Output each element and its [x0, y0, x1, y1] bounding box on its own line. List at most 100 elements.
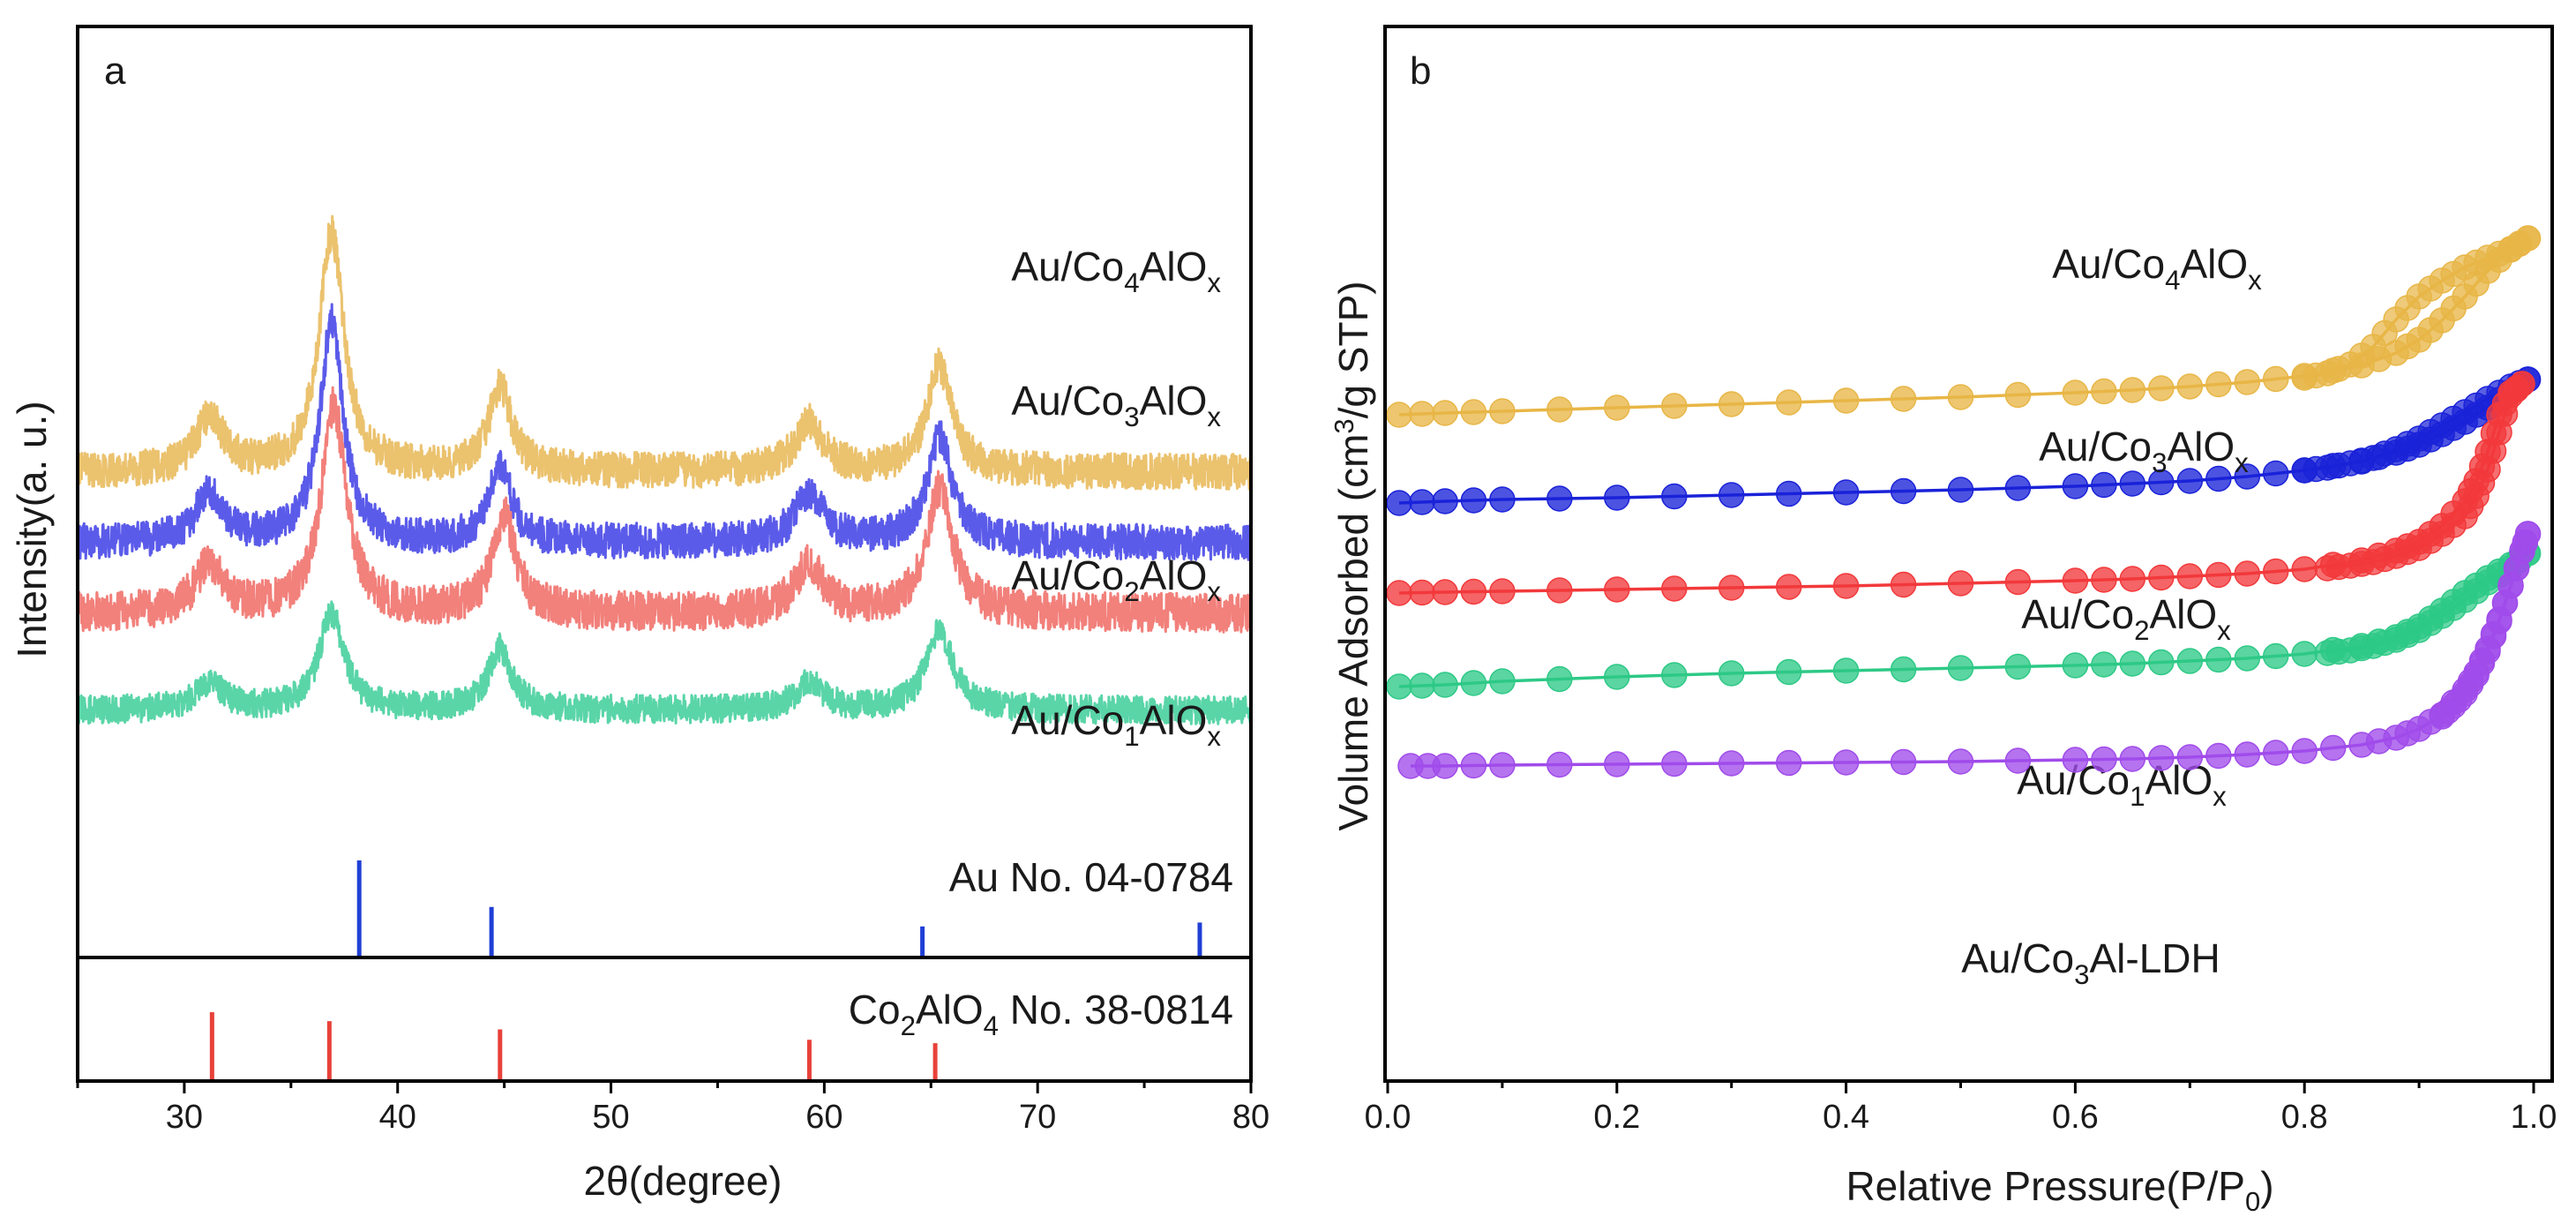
adsorption-point: [1409, 401, 1435, 427]
xrd-series-line-3: [76, 386, 1253, 634]
adsorption-point: [1775, 389, 1802, 416]
xrd-series-line-2: [76, 303, 1253, 561]
adsorption-point: [1489, 398, 1516, 424]
adsorption-point: [2262, 460, 2289, 487]
adsorption-point: [2004, 653, 2032, 680]
adsorption-point: [2262, 740, 2289, 766]
adsorption-point: [1432, 400, 1458, 426]
adsorption-point: [1409, 489, 1435, 515]
isotherm-series-label-5: Au/Co3Al-LDH: [1961, 935, 2220, 990]
adsorption-point: [2262, 365, 2289, 393]
adsorption-point: [2176, 648, 2204, 674]
adsorption-point: [2148, 649, 2175, 676]
adsorption-point: [2205, 465, 2232, 492]
adsorption-point: [1890, 656, 1917, 683]
adsorption-point: [2176, 744, 2204, 770]
isotherm-series-1: [1386, 225, 2542, 428]
panel-b-y-axis-title: Volume Adsorbed (cm3/g STP): [1329, 281, 1376, 830]
adsorption-point: [1604, 751, 1630, 777]
adsorption-point: [1432, 579, 1458, 605]
panel-b-x-tick-label: 0.8: [2281, 1099, 2328, 1136]
adsorption-point: [1604, 394, 1630, 421]
adsorption-point: [2291, 641, 2318, 667]
adsorption-point: [1386, 673, 1412, 700]
panel-b-x-axis-title: Relative Pressure(P/P0): [1846, 1163, 2273, 1217]
panel-a-x-tick-label: 40: [379, 1099, 416, 1136]
panel-a-x-tick-label: 50: [592, 1099, 629, 1136]
adsorption-point: [1460, 670, 1487, 696]
adsorption-point: [1460, 578, 1487, 605]
adsorption-point: [2119, 377, 2146, 403]
panel-b-x-tick-label: 0.0: [1365, 1099, 1412, 1136]
au-reference-label: Au No. 04-0784: [949, 854, 1233, 900]
adsorption-point: [1661, 662, 1688, 688]
adsorption-point: [2091, 746, 2117, 773]
adsorption-point: [1775, 480, 1802, 507]
adsorption-point: [2004, 747, 2032, 774]
adsorption-point: [1432, 488, 1458, 514]
adsorption-point: [1947, 384, 1974, 410]
panel-b-label: b: [1410, 49, 1431, 93]
adsorption-point: [1718, 482, 1745, 508]
adsorption-point: [1718, 574, 1745, 601]
panel-a-x-axis-title: 2θ(degree): [583, 1158, 782, 1204]
desorption-point: [2429, 703, 2455, 730]
adsorption-point: [1661, 575, 1688, 602]
adsorption-point: [1604, 484, 1630, 511]
adsorption-point: [1890, 386, 1917, 412]
adsorption-point: [2205, 561, 2232, 589]
adsorption-point: [1775, 574, 1802, 600]
adsorption-point: [1947, 655, 1974, 681]
adsorption-point: [1890, 477, 1917, 505]
xrd-series-label-3: Au/Co2AlOx: [1011, 552, 1221, 607]
adsorption-point: [1718, 750, 1745, 777]
panel-a-frame: [76, 25, 1253, 1083]
adsorption-point: [1432, 672, 1458, 698]
isotherm-series-label-2: Au/Co3AlOx: [2039, 424, 2249, 478]
adsorption-point: [2062, 747, 2089, 773]
panel-b-x-tick-label: 0.4: [1823, 1099, 1869, 1136]
adsorption-point: [1718, 391, 1745, 417]
adsorption-point: [2119, 470, 2146, 497]
adsorption-point: [2205, 646, 2232, 673]
adsorption-point: [2234, 463, 2261, 490]
adsorption-point: [1546, 751, 1573, 778]
xrd-series-label-1: Au/Co4AlOx: [1011, 244, 1221, 298]
co2alo4-reference-label: Co2AlO4 No. 38-0814: [849, 987, 1233, 1041]
adsorption-point: [1604, 576, 1630, 603]
adsorption-point: [1661, 750, 1688, 777]
adsorption-point: [1489, 578, 1516, 604]
adsorption-point: [1718, 660, 1745, 687]
adsorption-point: [1661, 483, 1688, 510]
panel-b-frame: [1383, 25, 2554, 1083]
adsorption-point: [1460, 399, 1487, 425]
adsorption-point: [2119, 566, 2146, 592]
panel-a-x-tick-label: 30: [166, 1099, 203, 1136]
adsorption-point: [1947, 477, 1974, 503]
panel-b-x-tick-label: 0.2: [1593, 1099, 1640, 1136]
adsorption-point: [1546, 396, 1573, 423]
xrd-series-line-4: [76, 600, 1253, 725]
adsorption-point: [2148, 375, 2175, 402]
adsorption-point: [1890, 748, 1917, 776]
adsorption-point: [1775, 749, 1802, 777]
adsorption-point: [2234, 741, 2261, 768]
adsorption-point: [1386, 402, 1412, 428]
adsorption-point: [2234, 369, 2261, 395]
desorption-point: [2291, 364, 2318, 391]
adsorption-point: [2176, 563, 2204, 589]
panel-a-axes: 30 40 50 60 70 80: [76, 25, 1269, 1136]
adsorption-point: [1832, 387, 1860, 414]
panel-a-y-axis-title: Intensity(a. u.): [9, 401, 55, 657]
adsorption-point: [2004, 568, 2032, 596]
adsorption-point: [1890, 571, 1917, 598]
adsorption-point: [1832, 573, 1860, 599]
reference-pattern-group: Au No. 04-0784 Co2AlO4 No. 38-0814: [209, 854, 1233, 1081]
xrd-series-label-2: Au/Co3AlOx: [1011, 378, 1221, 432]
adsorption-point: [1832, 479, 1860, 506]
adsorption-point: [1409, 579, 1435, 606]
adsorption-point: [2091, 471, 2117, 499]
isotherm-series-label-1: Au/Co4AlOx: [2052, 241, 2262, 296]
adsorption-point: [1546, 577, 1573, 604]
panel-b-isotherms: b Au/Co4AlOxAu/Co3AlOxAu/Co2AlOxAu/Co1Al…: [1329, 25, 2557, 1217]
